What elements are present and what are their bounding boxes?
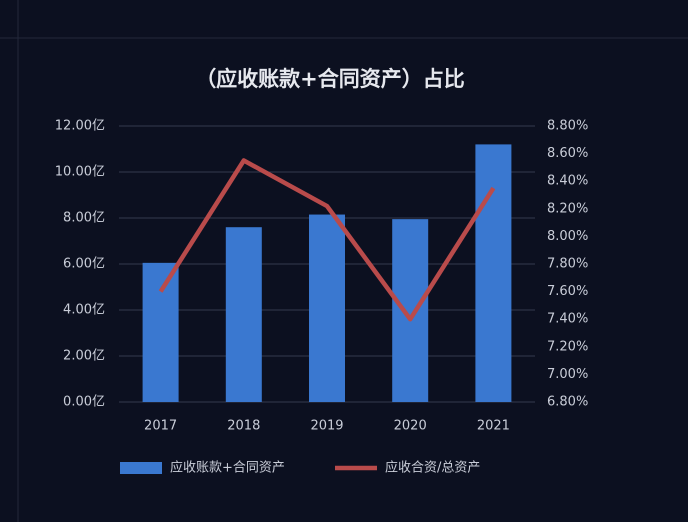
y2-tick-label: 8.20%	[547, 201, 588, 216]
y-tick-label: 2.00亿	[63, 349, 105, 364]
bar	[475, 144, 512, 402]
y2-tick-label: 8.40%	[547, 174, 588, 189]
x-tick-label: 2018	[227, 419, 260, 434]
y-tick-label: 4.00亿	[63, 303, 105, 318]
y-tick-label: 10.00亿	[55, 165, 105, 180]
y-tick-label: 12.00亿	[55, 119, 105, 134]
y2-tick-label: 7.80%	[547, 257, 588, 272]
legend-label: 应收账款+合同资产	[170, 460, 285, 476]
x-tick-label: 2017	[144, 419, 177, 434]
y2-tick-label: 7.00%	[547, 367, 588, 382]
y2-tick-label: 7.20%	[547, 339, 588, 354]
y2-tick-label: 6.80%	[547, 395, 588, 410]
y2-tick-label: 8.00%	[547, 229, 588, 244]
chart-title: （应收账款+合同资产）占比	[195, 67, 465, 91]
y2-tick-label: 8.60%	[547, 146, 588, 161]
bar	[142, 262, 179, 402]
bar	[392, 219, 429, 402]
legend-swatch	[120, 462, 162, 474]
y2-tick-label: 7.40%	[547, 312, 588, 327]
bar	[225, 227, 262, 402]
bar	[309, 214, 345, 402]
y2-tick-label: 7.60%	[547, 284, 588, 299]
y2-tick-label: 8.80%	[547, 119, 588, 134]
legend-label: 应收合资/总资产	[385, 460, 480, 476]
x-tick-label: 2020	[394, 419, 427, 434]
x-tick-label: 2019	[310, 419, 343, 434]
y-tick-label: 8.00亿	[63, 211, 105, 226]
x-tick-label: 2021	[477, 419, 510, 434]
y-tick-label: 0.00亿	[63, 395, 105, 410]
line	[158, 158, 496, 322]
y-tick-label: 6.00亿	[63, 257, 105, 272]
